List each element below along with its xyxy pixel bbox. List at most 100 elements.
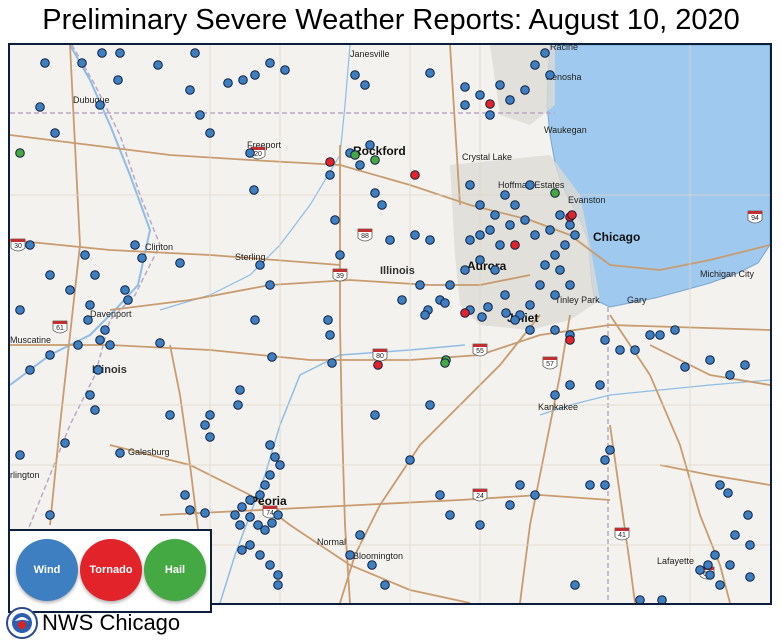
wind-report-marker [265,560,275,570]
wind-report-marker [335,250,345,260]
wind-report-marker [249,185,259,195]
interstate-55 [339,314,541,603]
svg-text:30: 30 [14,243,22,250]
wind-report-marker [510,315,520,325]
city-label-freeport: Freeport [247,140,282,150]
legend-wind-label: Wind [33,564,61,576]
wind-report-marker [560,240,570,250]
highway-shield-30: 30 [10,238,26,252]
wind-report-marker [65,285,75,295]
wind-report-marker [245,540,255,550]
wind-report-marker [445,280,455,290]
wind-report-marker [715,480,725,490]
wind-report-marker [15,450,25,460]
wind-report-marker [723,488,733,498]
city-label-bloomington: Bloomington [353,551,403,561]
wind-report-marker [255,550,265,560]
wind-report-marker [95,335,105,345]
wind-report-marker [200,508,210,518]
hail-report-marker [370,155,380,165]
wind-report-marker [105,340,115,350]
wind-report-marker [120,285,130,295]
wind-report-marker [475,230,485,240]
city-label-gary: Gary [627,295,647,305]
wind-report-marker [235,385,245,395]
svg-text:39: 39 [336,273,344,280]
city-label-clinton: Clinton [145,242,173,252]
interstate-90 [339,164,571,236]
wind-report-marker [245,512,255,522]
hail-report-marker [15,148,25,158]
svg-text:57: 57 [546,361,554,368]
svg-text:24: 24 [476,493,484,500]
wind-report-marker [77,58,87,68]
tornado-report-marker [565,335,575,345]
wind-report-marker [710,550,720,560]
illinois-river [219,344,466,603]
hail-report-marker [550,188,560,198]
wind-report-marker [510,200,520,210]
wind-report-marker [595,380,605,390]
wind-report-marker [420,310,430,320]
highway-shield-94: 94 [747,210,763,224]
wind-report-marker [90,405,100,415]
wind-report-marker [330,215,340,225]
wind-report-marker [475,520,485,530]
wind-report-marker [165,410,175,420]
footer: NWS Chicago [6,606,180,640]
wind-report-marker [113,75,123,85]
wind-report-marker [540,48,550,58]
wind-report-marker [530,60,540,70]
wind-report-marker [205,432,215,442]
highway-shield-88: 88 [357,228,373,242]
wind-report-marker [235,520,245,530]
wind-report-marker [355,530,365,540]
wind-report-marker [123,295,133,305]
tornado-report-marker [460,308,470,318]
tornado-report-marker [410,170,420,180]
wind-report-marker [435,490,445,500]
wind-report-marker [267,518,277,528]
wind-report-marker [265,440,275,450]
wind-report-marker [25,240,35,250]
city-label-crystal-lake: Crystal Lake [462,152,512,162]
wind-report-marker [130,240,140,250]
wind-report-marker [377,200,387,210]
wind-report-marker [223,78,233,88]
wind-report-marker [445,510,455,520]
wind-report-marker [253,520,263,530]
wind-report-marker [545,70,555,80]
highway-shield-57: 57 [542,356,558,370]
wind-report-marker [570,580,580,590]
wind-report-marker [657,595,667,603]
wind-report-marker [397,295,407,305]
svg-text:55: 55 [476,348,484,355]
city-label-lafayette: Lafayette [657,556,694,566]
wind-report-marker [93,365,103,375]
wind-report-marker [585,480,595,490]
wind-report-marker [483,302,493,312]
road-il-diag-1 [169,344,201,546]
svg-text:88: 88 [361,233,369,240]
wind-report-marker [270,452,280,462]
wind-report-marker [83,315,93,325]
wind-report-marker [260,480,270,490]
wind-report-marker [73,340,83,350]
city-label-sterling: Sterling [235,252,266,262]
wind-report-marker [245,148,255,158]
wind-report-marker [85,390,95,400]
highway-shield-61: 61 [52,320,68,334]
wind-report-marker [45,510,55,520]
wind-report-marker [525,325,535,335]
wind-report-marker [153,60,163,70]
wind-report-marker [255,260,265,270]
svg-text:94: 94 [751,215,759,222]
wind-report-marker [40,58,50,68]
wind-report-marker [367,560,377,570]
wind-report-marker [600,335,610,345]
wind-report-marker [525,180,535,190]
city-label-galesburg: Galesburg [128,447,170,457]
legend-wind: Wind [16,539,78,601]
wind-report-marker [600,480,610,490]
wind-report-marker [327,358,337,368]
